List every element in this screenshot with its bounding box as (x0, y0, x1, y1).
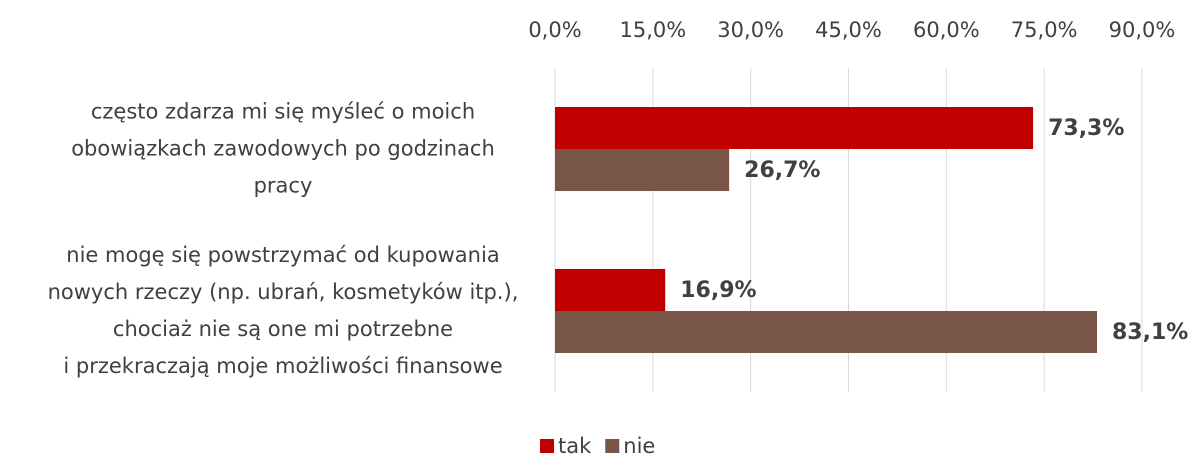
category-label: często zdarza mi się myśleć o moich obow… (71, 99, 495, 198)
x-tick-label: 60,0% (913, 18, 980, 42)
data-label: 26,7% (744, 158, 820, 183)
legend-label: nie (623, 434, 655, 457)
x-tick-label: 90,0% (1109, 18, 1176, 42)
category-label: nie mogę się powstrzymać od kupowania no… (47, 243, 519, 378)
bar (555, 149, 730, 191)
x-tick-label: 75,0% (1011, 18, 1078, 42)
x-tick-label: 30,0% (717, 18, 784, 42)
legend-label: tak (558, 434, 592, 457)
x-tick-label: 45,0% (815, 18, 882, 42)
legend-swatch (540, 439, 554, 453)
data-label: 16,9% (680, 278, 756, 303)
bar (555, 269, 666, 311)
x-tick-label: 15,0% (619, 18, 686, 42)
data-label: 83,1% (1112, 320, 1188, 345)
legend-swatch (605, 439, 620, 453)
bar (555, 107, 1034, 149)
bar (555, 311, 1097, 353)
x-tick-label: 0,0% (528, 18, 581, 42)
data-label: 73,3% (1048, 116, 1124, 141)
